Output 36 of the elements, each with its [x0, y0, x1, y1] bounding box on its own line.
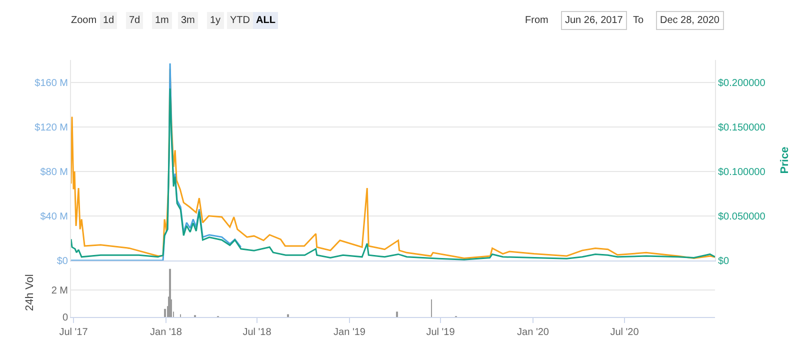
text: From: [525, 15, 548, 26]
x-tick-label: Jul '18: [242, 327, 272, 338]
y-tick-label: $80 M: [40, 166, 68, 178]
y2-tick-label: $0.200000: [718, 78, 766, 89]
y2-tick-label: $0.100000: [718, 166, 766, 178]
y-tick-label: 0: [62, 312, 68, 324]
text: Jun 26, 2017: [565, 15, 624, 26]
bar: [164, 308, 166, 317]
text: 3m: [181, 15, 195, 26]
text: 7d: [129, 15, 140, 26]
bar: [396, 312, 398, 317]
text: 1d: [103, 15, 114, 26]
text: 1m: [155, 15, 169, 26]
text: Zoom: [71, 15, 97, 26]
y2-axis-title: Price: [778, 146, 791, 174]
y-tick-label: 2 M: [51, 285, 68, 296]
y2-tick-label: $0: [718, 256, 730, 267]
text: 1y: [210, 15, 221, 26]
y2-tick-label: $0.050000: [718, 211, 766, 222]
y-axis-title: 24h Vol: [24, 274, 36, 311]
y2-tick-label: $0.150000: [718, 122, 766, 134]
text: Dec 28, 2020: [660, 15, 720, 26]
bar: [287, 314, 289, 317]
y-tick-label: $160 M: [34, 78, 68, 89]
y-tick-label: $0: [56, 256, 68, 267]
text: To: [633, 15, 644, 26]
y-tick-label: $120 M: [34, 122, 68, 134]
x-tick-label: Jan '20: [517, 327, 550, 338]
x-tick-label: Jan '19: [334, 327, 366, 338]
x-tick-label: Jul '20: [610, 327, 640, 338]
x-tick-label: Jul '17: [59, 327, 88, 338]
y-tick-label: $40 M: [40, 211, 68, 222]
text: YTD: [230, 15, 250, 26]
text: ALL: [256, 15, 276, 26]
x-tick-label: Jan '18: [150, 327, 182, 338]
x-tick-label: Jul '19: [426, 327, 456, 338]
